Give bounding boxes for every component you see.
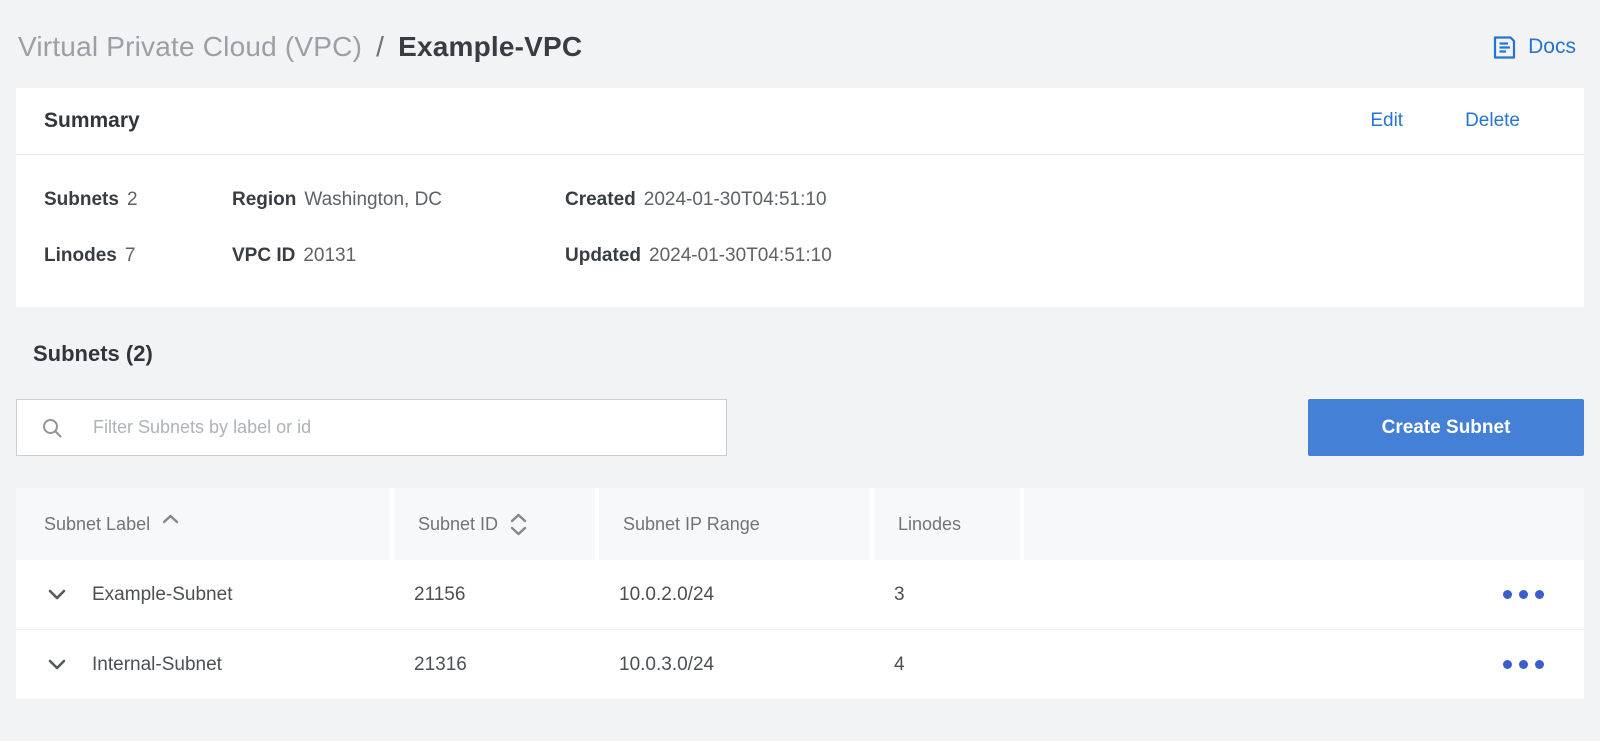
column-header-subnet-id[interactable]: Subnet ID bbox=[390, 488, 595, 560]
chevron-down-icon bbox=[48, 659, 66, 670]
docs-label: Docs bbox=[1528, 35, 1576, 58]
sort-asc-icon bbox=[162, 514, 179, 524]
summary-panel: Summary Edit Delete Subnets 2 Region Was… bbox=[16, 88, 1584, 307]
docs-icon bbox=[1491, 34, 1518, 61]
summary-title: Summary bbox=[44, 109, 140, 132]
ellipsis-icon bbox=[1503, 660, 1512, 669]
field-label: Region bbox=[232, 189, 297, 210]
field-label: VPC ID bbox=[232, 245, 296, 266]
column-label: Subnet Label bbox=[44, 513, 151, 534]
row-action-menu-button[interactable] bbox=[1501, 584, 1546, 605]
subnet-label-cell: Internal-Subnet bbox=[16, 654, 390, 676]
field-label: Created bbox=[565, 189, 636, 210]
sort-both-icon bbox=[510, 513, 527, 536]
subnets-heading: Subnets (2) bbox=[33, 341, 153, 366]
column-label: Linodes bbox=[898, 513, 962, 534]
subnets-toolbar: Create Subnet bbox=[16, 399, 1584, 456]
column-label: Subnet ID bbox=[418, 513, 499, 534]
subnet-actions-cell bbox=[1020, 584, 1584, 605]
summary-field-updated: Updated 2024-01-30T04:51:10 bbox=[565, 245, 1556, 267]
field-label: Updated bbox=[565, 245, 641, 266]
subnet-linodes-cell: 4 bbox=[894, 653, 905, 675]
filter-subnets-box bbox=[16, 399, 727, 456]
subnet-ip-range-cell: 10.0.3.0/24 bbox=[619, 653, 715, 675]
subnet-ip-range-cell: 10.0.2.0/24 bbox=[619, 583, 715, 605]
summary-field-region: Region Washington, DC bbox=[232, 189, 565, 211]
expand-row-button[interactable] bbox=[46, 587, 68, 602]
field-value: Washington, DC bbox=[304, 189, 443, 210]
subnet-label-cell: Example-Subnet bbox=[16, 584, 390, 606]
delete-button[interactable]: Delete bbox=[1465, 110, 1520, 131]
summary-field-linodes: Linodes 7 bbox=[44, 245, 232, 267]
ellipsis-icon bbox=[1503, 590, 1512, 599]
breadcrumb-row: Virtual Private Cloud (VPC) / Example-VP… bbox=[16, 0, 1584, 88]
subnet-id-cell: 21316 bbox=[414, 653, 467, 675]
column-header-actions bbox=[1020, 488, 1584, 560]
table-row-internal-subnet: Internal-Subnet 21316 10.0.3.0/24 4 bbox=[16, 630, 1584, 700]
breadcrumb: Virtual Private Cloud (VPC) / Example-VP… bbox=[18, 31, 582, 63]
column-header-subnet-ip-range: Subnet IP Range bbox=[595, 488, 870, 560]
field-value: 20131 bbox=[303, 245, 357, 266]
subnet-linodes-cell: 3 bbox=[894, 583, 905, 605]
row-action-menu-button[interactable] bbox=[1501, 654, 1546, 675]
search-icon bbox=[41, 417, 63, 439]
field-value: 2024-01-30T04:51:10 bbox=[643, 189, 827, 210]
summary-field-subnets: Subnets 2 bbox=[44, 189, 232, 211]
field-label: Linodes bbox=[44, 245, 117, 266]
field-label: Subnets bbox=[44, 189, 119, 210]
breadcrumb-parent[interactable]: Virtual Private Cloud (VPC) bbox=[18, 31, 363, 62]
subnets-table-header: Subnet Label Subnet ID bbox=[16, 488, 1584, 560]
column-label: Subnet IP Range bbox=[623, 513, 760, 534]
field-value: 2 bbox=[126, 189, 138, 210]
expand-row-button[interactable] bbox=[46, 657, 68, 672]
vpc-detail-page: Virtual Private Cloud (VPC) / Example-VP… bbox=[16, 0, 1584, 700]
filter-subnets-input[interactable] bbox=[17, 400, 726, 455]
subnet-id-cell: 21156 bbox=[414, 583, 466, 605]
summary-field-created: Created 2024-01-30T04:51:10 bbox=[565, 189, 1556, 211]
summary-body: Subnets 2 Region Washington, DC Created … bbox=[16, 155, 1584, 307]
summary-actions: Edit Delete bbox=[1370, 110, 1520, 132]
subnet-actions-cell bbox=[1020, 654, 1584, 675]
summary-field-vpc-id: VPC ID 20131 bbox=[232, 245, 565, 267]
subnets-table: Subnet Label Subnet ID bbox=[16, 488, 1584, 700]
breadcrumb-current: Example-VPC bbox=[398, 31, 583, 62]
field-value: 2024-01-30T04:51:10 bbox=[649, 245, 832, 266]
field-value: 7 bbox=[124, 245, 136, 266]
subnet-label: Example-Subnet bbox=[92, 583, 233, 605]
summary-panel-header: Summary Edit Delete bbox=[16, 88, 1584, 155]
edit-button[interactable]: Edit bbox=[1370, 110, 1404, 131]
subnet-label: Internal-Subnet bbox=[92, 653, 222, 675]
chevron-down-icon bbox=[48, 589, 66, 600]
docs-link[interactable]: Docs bbox=[1491, 34, 1576, 61]
column-header-linodes: Linodes bbox=[870, 488, 1020, 560]
table-row-example-subnet: Example-Subnet 21156 10.0.2.0/24 3 bbox=[16, 560, 1584, 630]
breadcrumb-separator: / bbox=[376, 31, 385, 62]
column-header-subnet-label[interactable]: Subnet Label bbox=[16, 488, 390, 560]
create-subnet-button[interactable]: Create Subnet bbox=[1308, 399, 1584, 456]
